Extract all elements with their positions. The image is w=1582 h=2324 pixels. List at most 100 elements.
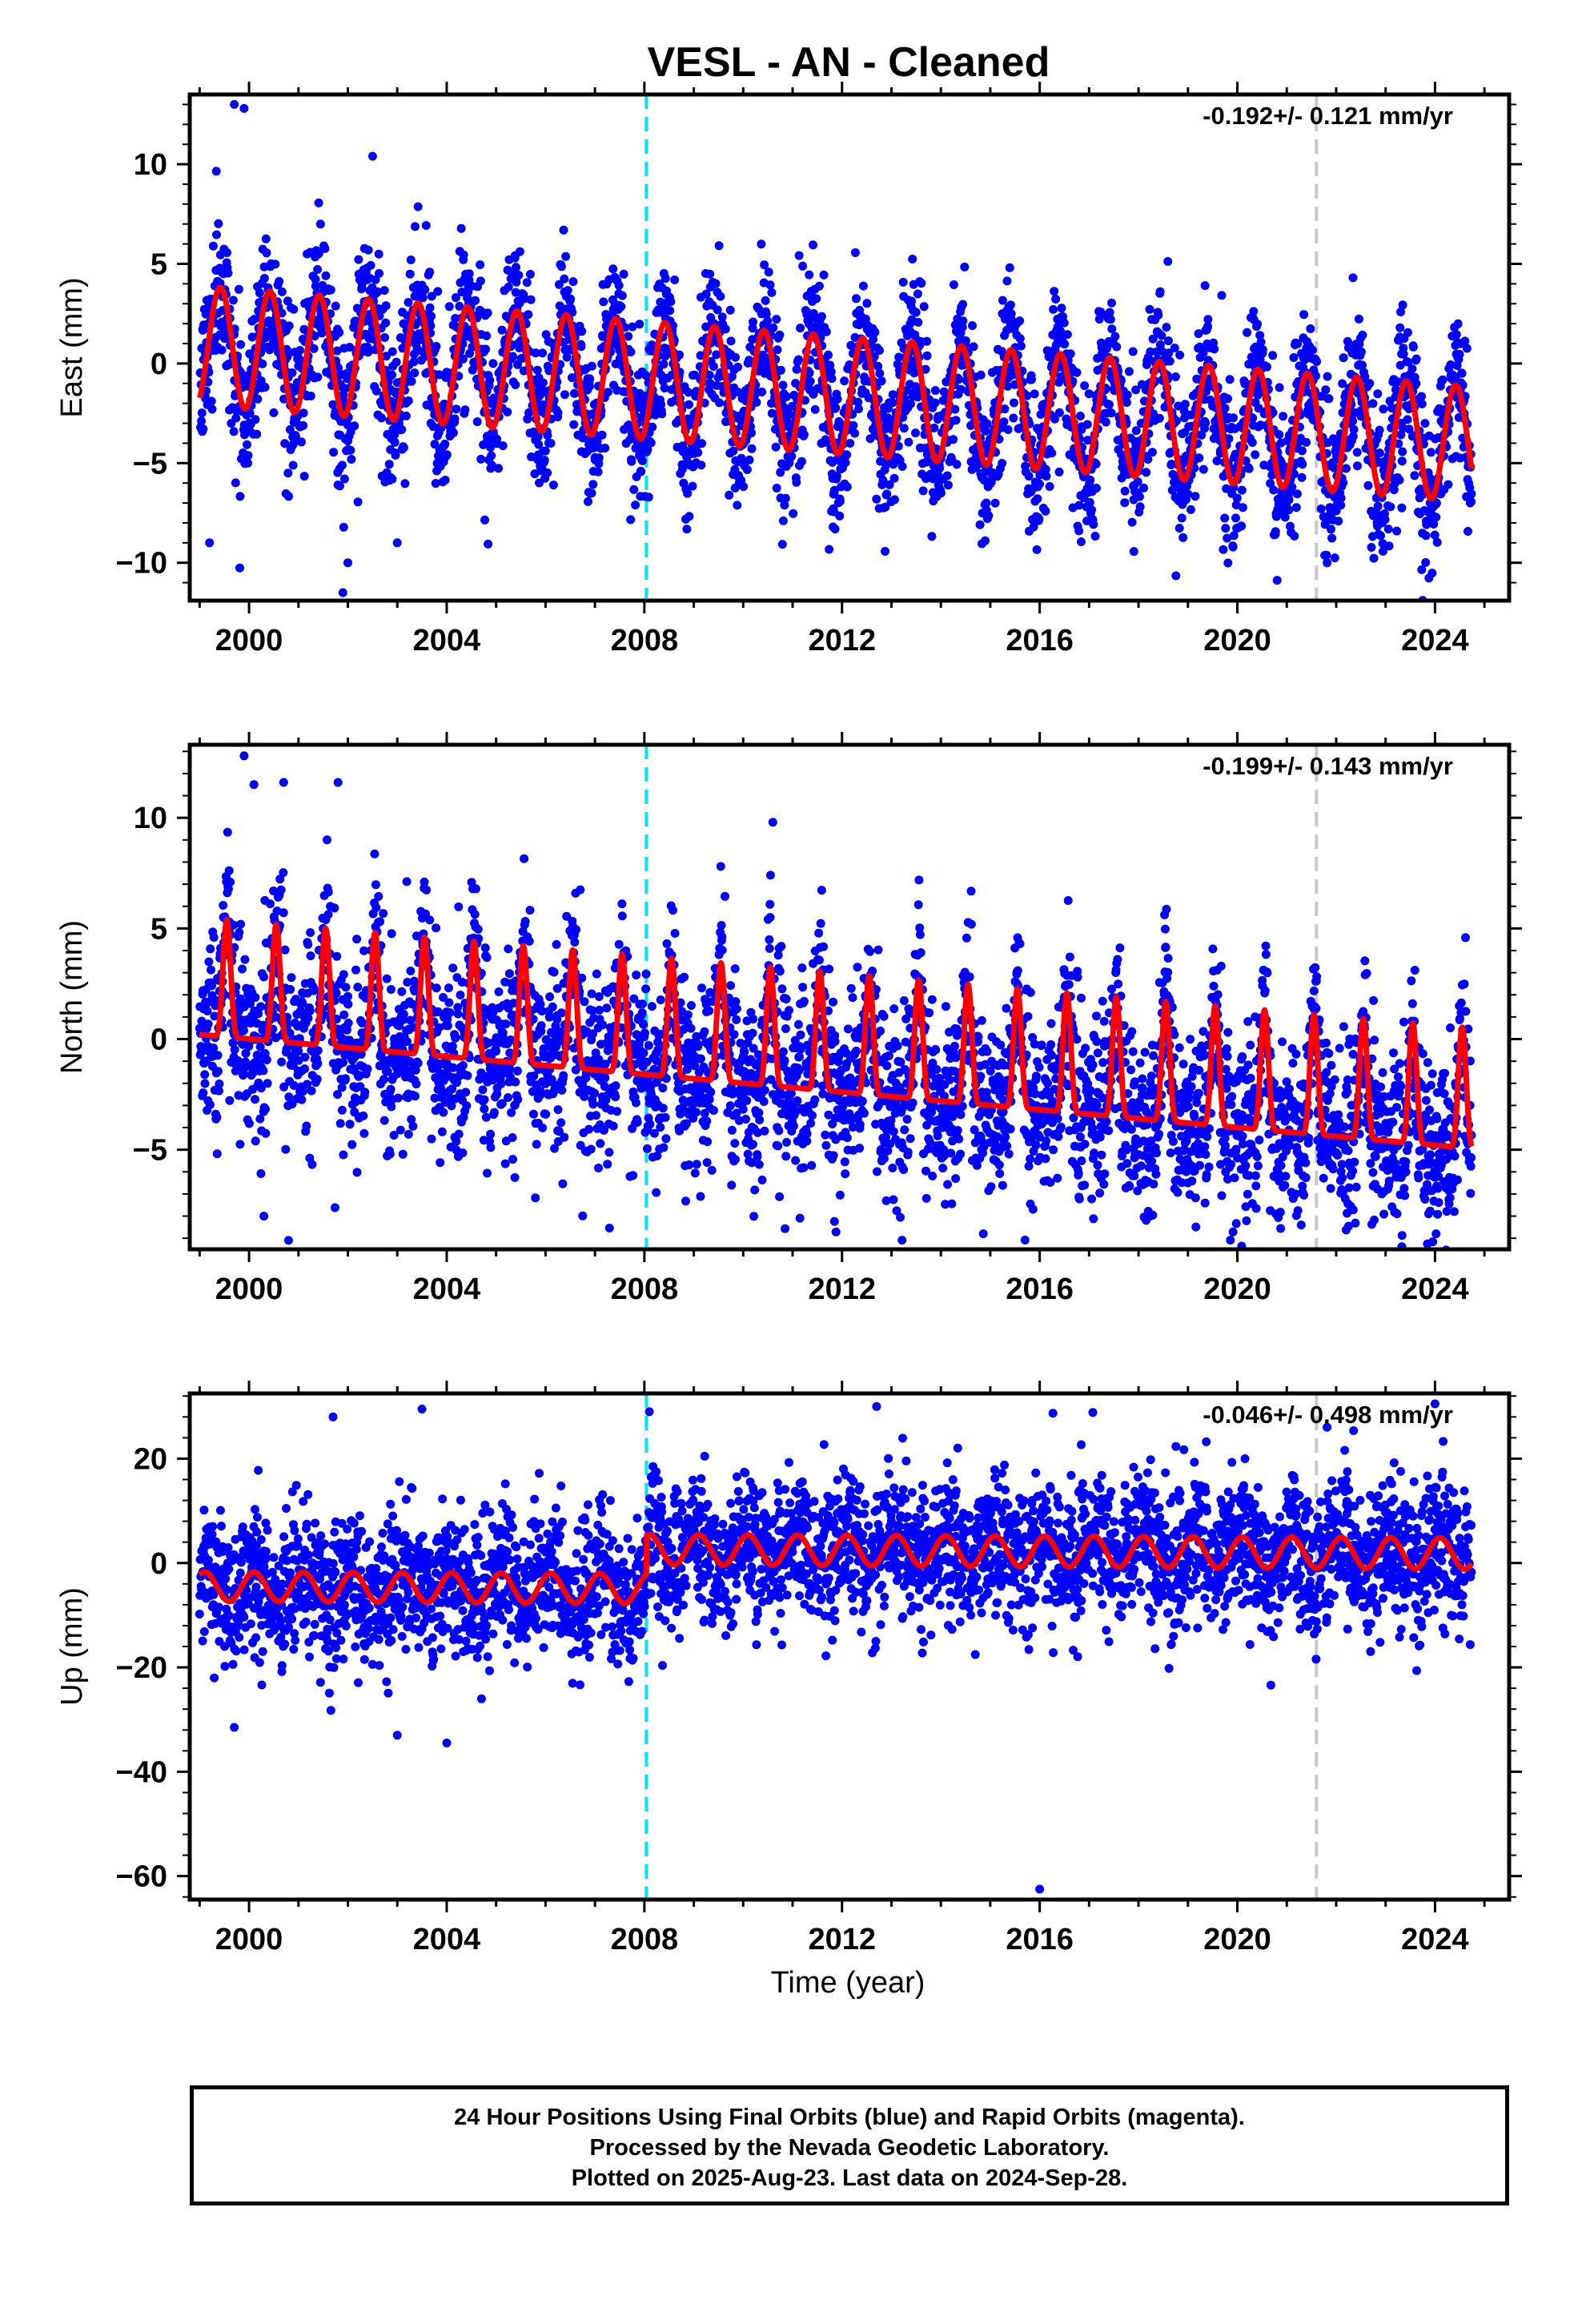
data-point [387, 1102, 396, 1112]
data-point [911, 308, 921, 317]
data-point [287, 368, 297, 377]
data-point [375, 268, 383, 278]
data-point [314, 248, 323, 258]
data-point [454, 1129, 464, 1139]
data-point [487, 451, 496, 460]
data-point [626, 348, 636, 356]
data-point [567, 373, 576, 383]
data-point [835, 511, 845, 521]
data-point [1191, 492, 1200, 501]
data-point [1041, 506, 1050, 516]
data-point [659, 360, 669, 369]
data-point [1002, 276, 1012, 286]
data-point [387, 929, 396, 939]
data-point [451, 1033, 460, 1043]
data-point [291, 432, 300, 441]
data-point [1410, 471, 1419, 480]
data-point [515, 247, 524, 256]
data-point [197, 408, 207, 418]
data-point [381, 318, 391, 328]
data-point [809, 240, 818, 250]
data-point [1107, 324, 1117, 334]
data-point [641, 371, 651, 380]
data-point [1170, 344, 1179, 352]
data-point [907, 296, 917, 306]
data-point [1323, 558, 1332, 568]
data-point [793, 355, 803, 364]
data-point [511, 380, 520, 389]
data-point [512, 263, 520, 272]
data-point [1322, 550, 1331, 560]
data-point [223, 827, 232, 837]
data-point [1307, 345, 1317, 355]
data-point [981, 536, 990, 545]
data-point [882, 489, 892, 499]
data-point [1110, 332, 1120, 341]
data-point [817, 312, 826, 321]
data-point [1074, 501, 1084, 510]
data-point [1128, 347, 1138, 356]
data-point [701, 289, 711, 299]
data-point [533, 432, 543, 441]
data-point [593, 467, 603, 476]
data-point [439, 1108, 448, 1117]
data-point [263, 1079, 272, 1088]
data-point [1085, 497, 1094, 507]
data-point [339, 1010, 349, 1019]
x-tick-label: 2000 [215, 624, 283, 657]
data-point [873, 361, 883, 371]
data-point [363, 348, 373, 357]
data-point [346, 445, 355, 455]
data-point [898, 277, 908, 287]
data-point [527, 452, 536, 461]
data-point [456, 991, 465, 999]
data-point [787, 452, 797, 461]
data-point [773, 345, 782, 355]
data-point [406, 967, 416, 975]
data-point [200, 1079, 210, 1088]
data-point [321, 271, 331, 280]
data-point [486, 1129, 496, 1139]
data-point [295, 346, 305, 355]
data-point [235, 1140, 245, 1149]
data-point [343, 999, 353, 1009]
data-point [335, 481, 344, 491]
data-point [204, 957, 214, 967]
data-point [1223, 558, 1233, 568]
data-point [1398, 447, 1407, 456]
data-point [320, 243, 330, 253]
data-point [569, 388, 579, 398]
data-point [203, 1019, 213, 1029]
data-point [207, 396, 216, 406]
data-point [1302, 437, 1311, 447]
data-point [1363, 480, 1373, 490]
y-tick-label: 5 [151, 247, 167, 281]
panel-north: 2000 2004 2008 2012 2016 2020 20241050−5North … [55, 732, 1522, 1306]
data-point [277, 1057, 287, 1067]
data-point [484, 539, 493, 549]
data-point-outlier [367, 151, 377, 161]
data-point [1284, 505, 1294, 515]
data-point [494, 464, 504, 473]
data-point [1027, 375, 1036, 384]
data-point [897, 462, 907, 471]
data-point [256, 376, 266, 385]
data-point [380, 333, 390, 342]
data-point [763, 316, 773, 326]
data-point [1339, 353, 1348, 363]
data-point [827, 374, 837, 384]
data-point [286, 985, 295, 994]
data-point [670, 275, 680, 284]
data-point [952, 460, 962, 469]
panel-east: 2000 2004 2008 2012 2016 2020 20241050−5−10Eas… [55, 82, 1522, 657]
data-point-outlier [230, 99, 239, 109]
data-point [234, 284, 243, 294]
data-point [335, 328, 344, 337]
data-point [548, 480, 558, 490]
data-point [1268, 351, 1278, 360]
data-point [693, 448, 703, 457]
data-point [849, 420, 858, 430]
data-point [943, 480, 953, 490]
data-point [1380, 515, 1390, 525]
data-point [275, 276, 284, 286]
